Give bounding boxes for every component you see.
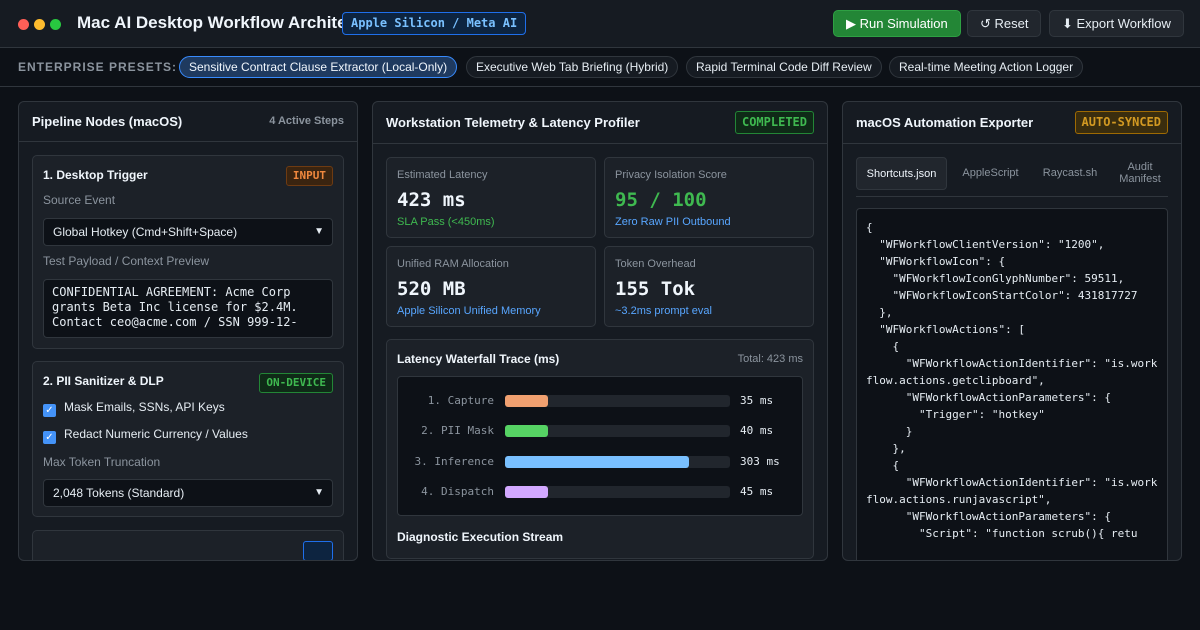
telemetry-panel-title: Workstation Telemetry & Latency Profiler: [386, 115, 640, 130]
trigger-node-title: 1. Desktop Trigger: [43, 168, 148, 182]
metric-label: Token Overhead: [615, 258, 696, 270]
metric-label: Estimated Latency: [397, 169, 488, 181]
checkbox-checked-icon[interactable]: ✓: [43, 404, 56, 417]
source-event-label: Source Event: [43, 193, 116, 207]
token-truncation-select[interactable]: 2,048 Tokens (Standard) ▼: [43, 479, 333, 507]
preset-code-diff-review[interactable]: Rapid Terminal Code Diff Review: [686, 56, 882, 78]
telemetry-panel: Workstation Telemetry & Latency Profiler…: [372, 101, 828, 561]
preset-meeting-logger[interactable]: Real-time Meeting Action Logger: [889, 56, 1084, 78]
metric-sub: Zero Raw PII Outbound: [615, 216, 731, 228]
sanitizer-node-title: 2. PII Sanitizer & DLP: [43, 374, 164, 388]
latency-metric-card: Estimated Latency 423 ms SLA Pass (<450m…: [386, 157, 596, 238]
presets-bar: ENTERPRISE PRESETS: Sensitive Contract C…: [0, 48, 1200, 87]
mask-pii-label: Mask Emails, SSNs, API Keys: [64, 400, 225, 414]
chevron-down-icon: ▼: [314, 226, 324, 237]
waterfall-track: [505, 425, 730, 437]
waterfall-bar-dispatch: [505, 486, 548, 498]
telemetry-panel-header: Workstation Telemetry & Latency Profiler…: [373, 102, 827, 144]
tab-applescript[interactable]: AppleScript: [962, 167, 1019, 179]
export-workflow-button[interactable]: ⬇ Export Workflow: [1049, 10, 1184, 37]
token-metric-card: Token Overhead 155 Tok ~3.2ms prompt eva…: [604, 246, 814, 327]
auto-synced-badge: AUTO-SYNCED: [1074, 111, 1168, 134]
waterfall-track: [505, 456, 730, 468]
waterfall-step-value: 40 ms: [740, 424, 774, 437]
waterfall-bar-pii-mask: [505, 425, 548, 437]
payload-textarea[interactable]: CONFIDENTIAL AGREEMENT: Acme Corp grants…: [43, 279, 333, 338]
waterfall-total: Total: 423 ms: [737, 353, 803, 365]
source-event-value: Global Hotkey (Cmd+Shift+Space): [53, 225, 238, 239]
run-simulation-button[interactable]: ▶ Run Simulation: [833, 10, 961, 37]
metric-label: Unified RAM Allocation: [397, 258, 509, 270]
completed-status-badge: COMPLETED: [734, 111, 814, 134]
zoom-window-button[interactable]: [50, 19, 61, 30]
export-format-tabs: Shortcuts.json AppleScript Raycast.sh Au…: [856, 157, 1168, 197]
metric-sub: ~3.2ms prompt eval: [615, 305, 712, 317]
app-title: Mac AI Desktop Workflow Architect: [77, 13, 362, 32]
pipeline-panel: Pipeline Nodes (macOS) 4 Active Steps 1.…: [18, 101, 358, 561]
waterfall-step-value: 303 ms: [740, 455, 780, 468]
tab-audit-manifest[interactable]: Audit Manifest: [1119, 161, 1161, 185]
reset-button[interactable]: ↺ Reset: [967, 10, 1042, 37]
preset-web-tab-briefing[interactable]: Executive Web Tab Briefing (Hybrid): [466, 56, 679, 78]
exporter-panel: macOS Automation Exporter AUTO-SYNCED Sh…: [842, 101, 1182, 561]
preset-contract-extractor[interactable]: Sensitive Contract Clause Extractor (Loc…: [179, 56, 458, 78]
waterfall-step-label: 2. PII Mask: [421, 424, 494, 437]
waterfall-step-value: 35 ms: [740, 394, 774, 407]
mask-pii-checkbox-row[interactable]: ✓ Mask Emails, SSNs, API Keys: [43, 400, 225, 417]
source-event-select[interactable]: Global Hotkey (Cmd+Shift+Space) ▼: [43, 218, 333, 246]
trigger-node-card: 1. Desktop Trigger INPUT Source Event Gl…: [32, 155, 344, 349]
metric-value: 155 Tok: [615, 278, 696, 300]
waterfall-bar-inference: [505, 456, 690, 468]
pipeline-panel-title: Pipeline Nodes (macOS): [32, 114, 183, 129]
metric-value: 520 MB: [397, 278, 466, 300]
input-badge: INPUT: [285, 166, 333, 186]
metric-sub: SLA Pass (<450ms): [397, 216, 495, 228]
diagnostic-stream-title: Diagnostic Execution Stream: [397, 530, 564, 544]
payload-label: Test Payload / Context Preview: [43, 254, 210, 268]
waterfall-step-value: 45 ms: [740, 485, 774, 498]
active-steps-count: 4 Active Steps: [269, 115, 344, 127]
chevron-down-icon: ▼: [314, 487, 324, 498]
sanitizer-node-card: 2. PII Sanitizer & DLP ON-DEVICE ✓ Mask E…: [32, 361, 344, 517]
title-bar: Mac AI Desktop Workflow Architect Apple …: [0, 0, 1200, 48]
waterfall-step-label: 1. Capture: [427, 394, 494, 407]
waterfall-step-label: 3. Inference: [414, 455, 494, 468]
next-node-card: [32, 530, 344, 560]
on-device-badge: ON-DEVICE: [259, 373, 333, 393]
waterfall-step-label: 4. Dispatch: [421, 485, 494, 498]
redact-currency-label: Redact Numeric Currency / Values: [64, 427, 248, 441]
waterfall-track: [505, 486, 730, 498]
waterfall-track: [505, 395, 730, 407]
exporter-panel-header: macOS Automation Exporter AUTO-SYNCED: [843, 102, 1181, 144]
metric-sub: Apple Silicon Unified Memory: [397, 305, 541, 317]
exporter-panel-title: macOS Automation Exporter: [856, 115, 1034, 130]
pipeline-panel-header: Pipeline Nodes (macOS) 4 Active Steps: [19, 102, 357, 142]
checkbox-checked-icon[interactable]: ✓: [43, 431, 56, 444]
export-code-view[interactable]: { "WFWorkflowClientVersion": "1200", "WF…: [856, 208, 1168, 560]
metric-label: Privacy Isolation Score: [615, 169, 727, 181]
waterfall-title: Latency Waterfall Trace (ms): [397, 352, 560, 366]
waterfall-trace: 1. Capture 35 ms 2. PII Mask 40 ms 3. In…: [397, 376, 803, 516]
node-badge: [303, 541, 333, 560]
platform-chip: Apple Silicon / Meta AI: [342, 12, 527, 35]
metric-value: 95 / 100: [615, 189, 707, 211]
truncation-label: Max Token Truncation: [43, 455, 161, 469]
latency-waterfall: Latency Waterfall Trace (ms) Total: 423 …: [386, 339, 814, 559]
window-controls: [18, 18, 66, 33]
privacy-metric-card: Privacy Isolation Score 95 / 100 Zero Ra…: [604, 157, 814, 238]
minimize-window-button[interactable]: [34, 19, 45, 30]
metric-value: 423 ms: [397, 189, 466, 211]
waterfall-bar-capture: [505, 395, 548, 407]
ram-metric-card: Unified RAM Allocation 520 MB Apple Sili…: [386, 246, 596, 327]
close-window-button[interactable]: [18, 19, 29, 30]
tab-shortcuts-json[interactable]: Shortcuts.json: [856, 157, 947, 190]
redact-currency-checkbox-row[interactable]: ✓ Redact Numeric Currency / Values: [43, 427, 248, 444]
token-truncation-value: 2,048 Tokens (Standard): [53, 486, 185, 500]
presets-label: ENTERPRISE PRESETS:: [18, 60, 178, 74]
tab-raycast-sh[interactable]: Raycast.sh: [1042, 167, 1098, 179]
